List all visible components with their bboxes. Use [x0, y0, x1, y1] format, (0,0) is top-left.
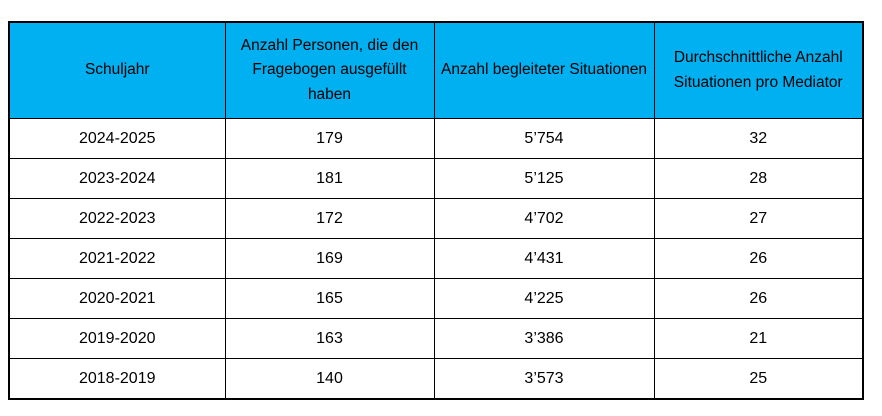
- column-header-schuljahr: Schuljahr: [8, 21, 226, 119]
- school-year-statistics-table: Schuljahr Anzahl Personen, die den Frage…: [8, 21, 864, 400]
- cell-situationen: 4’702: [433, 198, 655, 239]
- cell-schuljahr: 2021-2022: [8, 238, 226, 279]
- cell-situationen: 5’754: [433, 118, 655, 159]
- table-row: 2019-2020 163 3’386 21: [8, 318, 864, 359]
- cell-schuljahr: 2018-2019: [8, 358, 226, 400]
- cell-personen: 165: [224, 278, 435, 319]
- cell-personen: 181: [224, 158, 435, 199]
- column-header-anzahl-personen: Anzahl Personen, die den Fragebogen ausg…: [224, 21, 435, 119]
- table-row: 2023-2024 181 5’125 28: [8, 158, 864, 199]
- table-row: 2020-2021 165 4’225 26: [8, 278, 864, 319]
- table-row: 2024-2025 179 5’754 32: [8, 118, 864, 159]
- cell-durchschnitt: 32: [653, 118, 864, 159]
- table-header: Schuljahr Anzahl Personen, die den Frage…: [8, 21, 864, 119]
- table-row: 2021-2022 169 4’431 26: [8, 238, 864, 279]
- cell-situationen: 3’386: [433, 318, 655, 359]
- cell-situationen: 4’225: [433, 278, 655, 319]
- table-body: 2024-2025 179 5’754 32 2023-2024 181 5’1…: [8, 118, 864, 400]
- cell-schuljahr: 2019-2020: [8, 318, 226, 359]
- cell-durchschnitt: 25: [653, 358, 864, 400]
- table-row: 2022-2023 172 4’702 27: [8, 198, 864, 239]
- cell-schuljahr: 2024-2025: [8, 118, 226, 159]
- cell-personen: 140: [224, 358, 435, 400]
- cell-personen: 163: [224, 318, 435, 359]
- cell-durchschnitt: 28: [653, 158, 864, 199]
- cell-durchschnitt: 26: [653, 238, 864, 279]
- cell-schuljahr: 2022-2023: [8, 198, 226, 239]
- column-header-anzahl-situationen: Anzahl begleiteter Situationen: [433, 21, 655, 119]
- cell-situationen: 4’431: [433, 238, 655, 279]
- table-row: 2018-2019 140 3’573 25: [8, 358, 864, 400]
- cell-durchschnitt: 26: [653, 278, 864, 319]
- cell-schuljahr: 2020-2021: [8, 278, 226, 319]
- cell-schuljahr: 2023-2024: [8, 158, 226, 199]
- cell-personen: 172: [224, 198, 435, 239]
- cell-situationen: 5’125: [433, 158, 655, 199]
- cell-personen: 179: [224, 118, 435, 159]
- cell-durchschnitt: 21: [653, 318, 864, 359]
- cell-personen: 169: [224, 238, 435, 279]
- cell-situationen: 3’573: [433, 358, 655, 400]
- header-row: Schuljahr Anzahl Personen, die den Frage…: [8, 21, 864, 119]
- cell-durchschnitt: 27: [653, 198, 864, 239]
- column-header-durchschnitt: Durchschnittliche Anzahl Situationen pro…: [653, 21, 864, 119]
